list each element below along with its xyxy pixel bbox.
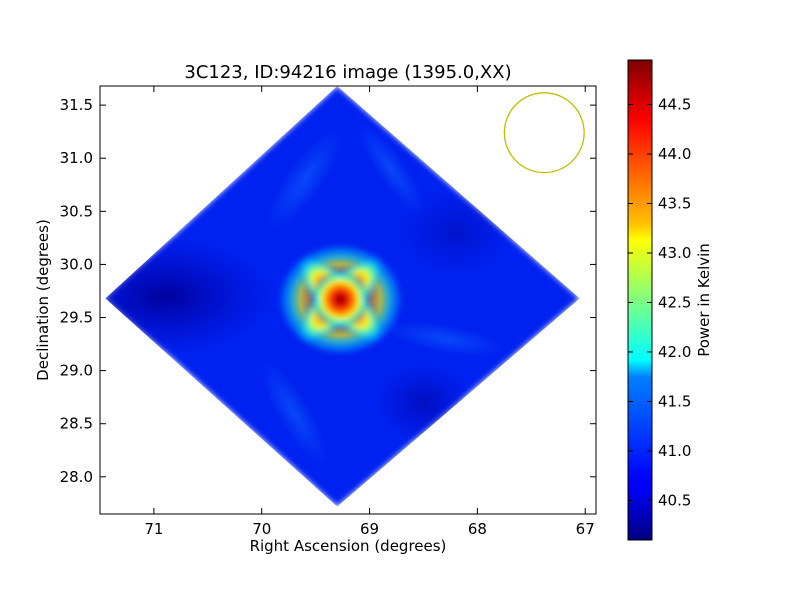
colorbar-tick-label: 42.0: [658, 343, 691, 361]
heatmap-footprint: [105, 86, 580, 507]
colorbar-tick-label: 44.5: [658, 96, 691, 114]
y-tick-label: 30.0: [60, 255, 93, 273]
colorbar-tick-label: 41.0: [658, 442, 691, 460]
y-tick-label: 29.0: [60, 362, 93, 380]
x-axis-label: Right Ascension (degrees): [250, 537, 447, 555]
dark-region-west: [105, 236, 275, 357]
light-streak-3: [385, 321, 505, 357]
colorbar-tick-label: 44.0: [658, 145, 691, 163]
y-tick-label: 31.5: [60, 96, 93, 114]
colorbar: [627, 59, 653, 541]
y-tick-label: 28.0: [60, 468, 93, 486]
colorbar-tick-label: 43.5: [658, 195, 691, 213]
x-tick-label: 68: [468, 520, 487, 538]
plot-area-frame: [99, 85, 597, 515]
colorbar-tick-label: 42.5: [658, 293, 691, 311]
dark-region-southeast: [373, 362, 474, 443]
y-tick-label: 30.5: [60, 202, 93, 220]
colorbar-tick-label: 40.5: [658, 491, 691, 509]
x-axis: 71 70 69 68 67: [144, 86, 595, 538]
colorbar-tick-label: 41.5: [658, 392, 691, 410]
y-axis-label: Declination (degrees): [34, 219, 52, 381]
light-streak-2: [357, 123, 425, 215]
heatmap-image: [105, 86, 585, 507]
y-tick-label: 31.0: [60, 149, 93, 167]
light-streak-4: [261, 360, 328, 466]
y-tick-label: 29.5: [60, 309, 93, 327]
colorbar-label: Power in Kelvin: [695, 243, 713, 357]
x-tick-label: 69: [360, 520, 379, 538]
y-axis: 28.0 28.5 29.0 29.5 30.0 30.5 31.0 31.5: [60, 96, 596, 486]
chart-title: 3C123, ID:94216 image (1395.0,XX): [184, 62, 511, 83]
source-arms: [296, 255, 385, 344]
y-tick-label: 28.5: [60, 415, 93, 433]
x-tick-label: 71: [144, 520, 163, 538]
light-streak-1: [267, 129, 343, 230]
colorbar-tick-label: 43.0: [658, 244, 691, 262]
beam-circle: [503, 92, 585, 174]
x-tick-label: 67: [576, 520, 595, 538]
colorbar-axis: 40.5 41.0 41.5 42.0 42.5 43.0 43.5 44.0 44.5: [628, 96, 691, 509]
x-tick-label: 70: [252, 520, 271, 538]
source-core: [310, 269, 371, 330]
